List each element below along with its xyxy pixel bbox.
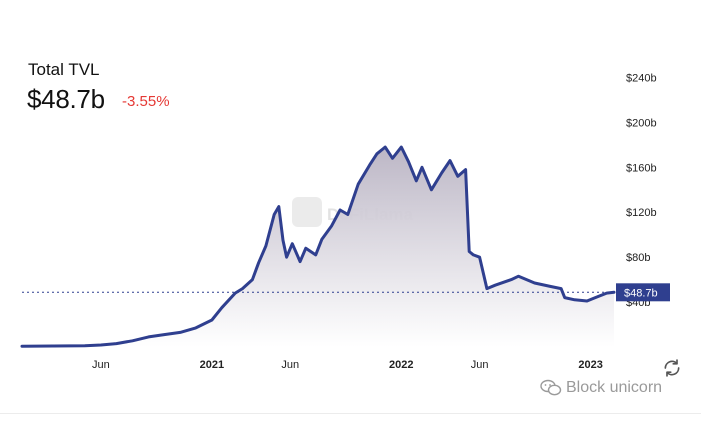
tvl-line bbox=[20, 145, 616, 348]
source-watermark: Block unicorn bbox=[540, 378, 662, 398]
divider bbox=[0, 413, 701, 414]
tvl-change-percent: -3.55% bbox=[122, 93, 170, 110]
x-tick-label: Jun bbox=[281, 359, 299, 371]
current-value-label: $48.7b bbox=[624, 287, 658, 299]
y-tick-label: $160b bbox=[626, 162, 657, 174]
y-tick-label: $120b bbox=[626, 207, 657, 219]
current-value-badge-bg bbox=[616, 283, 670, 302]
current-value-badge: $48.7b bbox=[616, 283, 670, 302]
tvl-title: Total TVL bbox=[28, 60, 100, 79]
y-tick-label: $240b bbox=[626, 72, 657, 84]
defillama-logo bbox=[292, 197, 322, 227]
y-tick-label: $80b bbox=[626, 252, 650, 264]
tvl-value: $48.7b bbox=[27, 84, 105, 114]
wechat-icon bbox=[540, 379, 562, 396]
x-tick-label: Jun bbox=[471, 359, 489, 371]
refresh-icon[interactable] bbox=[662, 358, 682, 378]
x-tick-label: 2021 bbox=[200, 359, 224, 371]
x-tick-label: 2023 bbox=[578, 359, 602, 371]
source-watermark-text: Block unicorn bbox=[566, 379, 663, 396]
x-tick-label: Jun bbox=[92, 359, 110, 371]
y-tick-label: $200b bbox=[626, 117, 657, 129]
x-tick-label: 2022 bbox=[389, 359, 413, 371]
